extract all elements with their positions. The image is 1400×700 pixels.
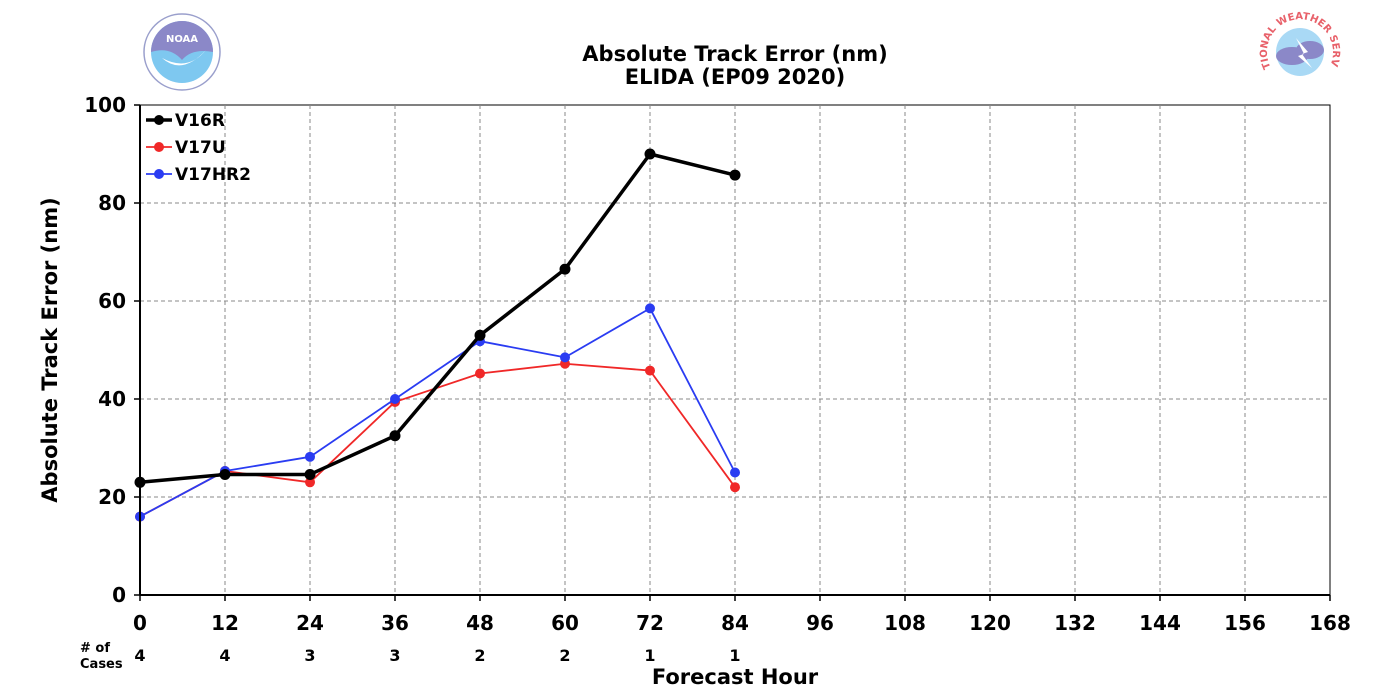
x-tick-label: 108: [884, 611, 926, 635]
legend-swatch-marker: [154, 115, 164, 125]
chart-subtitle: ELIDA (EP09 2020): [625, 65, 845, 89]
data-point: [730, 482, 740, 493]
data-point: [560, 352, 570, 363]
data-point: [559, 263, 571, 275]
y-tick-label: 0: [112, 583, 126, 607]
cases-value: 4: [134, 646, 145, 665]
grid-lines: [140, 105, 1330, 595]
x-tick-label: 132: [1054, 611, 1096, 635]
cases-value: 4: [219, 646, 230, 665]
cases-label: # of Cases: [80, 641, 123, 672]
data-point: [390, 394, 400, 404]
cases-value: 3: [389, 646, 400, 665]
legend-swatch-marker: [154, 169, 164, 179]
data-point: [645, 365, 655, 376]
data-point: [475, 368, 485, 379]
x-tick-label: 36: [381, 611, 409, 635]
data-point: [389, 430, 401, 442]
legend-label: V17U: [175, 138, 226, 158]
data-point: [305, 477, 315, 488]
x-tick-label: 120: [969, 611, 1011, 635]
cases-value: 3: [304, 646, 315, 665]
x-tick-label: 168: [1309, 611, 1351, 635]
legend-item: V16R: [146, 111, 225, 131]
y-axis-label: Absolute Track Error (nm): [38, 197, 62, 502]
data-point: [304, 468, 316, 480]
series-line: [139, 152, 736, 485]
x-tick-label: 72: [636, 611, 664, 635]
x-tick-label: 24: [296, 611, 324, 635]
x-tick-label: 144: [1139, 611, 1181, 635]
y-tick-label: 60: [98, 289, 126, 313]
data-point: [474, 329, 486, 341]
data-point: [644, 148, 656, 160]
series-v17hr2: [135, 303, 740, 522]
data-point: [305, 451, 315, 462]
y-tick-label: 20: [98, 485, 126, 509]
noaa-logo: NOAA: [143, 13, 221, 91]
series-line: [139, 307, 736, 518]
y-tick-label: 80: [98, 191, 126, 215]
x-tick-label: 60: [551, 611, 579, 635]
nws-logo: NATIONAL WEATHER SERVICE: [1259, 11, 1341, 90]
noaa-logo-text: NOAA: [166, 34, 198, 45]
series-layer: [134, 148, 741, 522]
data-point: [645, 303, 655, 314]
x-tick-label: 84: [721, 611, 749, 635]
data-point: [219, 468, 231, 480]
y-tick-label: 40: [98, 387, 126, 411]
y-tick-label: 100: [84, 93, 126, 117]
x-tick-label: 12: [211, 611, 239, 635]
data-point: [729, 169, 741, 181]
chart-title: Absolute Track Error (nm): [582, 42, 887, 66]
series-v16r: [134, 148, 741, 488]
x-axis-label: Forecast Hour: [652, 665, 819, 689]
x-tick-label: 96: [806, 611, 834, 635]
legend: V16R V17U V17HR2: [146, 111, 251, 185]
x-tick-label: 156: [1224, 611, 1266, 635]
legend-swatch-marker: [154, 142, 164, 152]
x-tick-labels: 0 12 24 36 48 60 72 84 96 108 120 132 144 156 168: [133, 595, 1351, 635]
cases-values: 4 4 3 3 2 2 1 1: [134, 646, 740, 665]
cases-value: 1: [729, 646, 740, 665]
cases-value: 2: [559, 646, 570, 665]
cases-value: 2: [474, 646, 485, 665]
legend-item: V17U: [146, 138, 226, 158]
plot-area: [134, 104, 1331, 596]
cases-value: 1: [644, 646, 655, 665]
legend-label: V17HR2: [175, 165, 251, 185]
data-point: [730, 467, 740, 478]
x-tick-label: 0: [133, 611, 147, 635]
legend-label: V16R: [175, 111, 225, 131]
legend-item: V17HR2: [146, 165, 251, 185]
x-tick-label: 48: [466, 611, 494, 635]
y-tick-labels: 0 20 40 60 80 100: [84, 93, 140, 607]
